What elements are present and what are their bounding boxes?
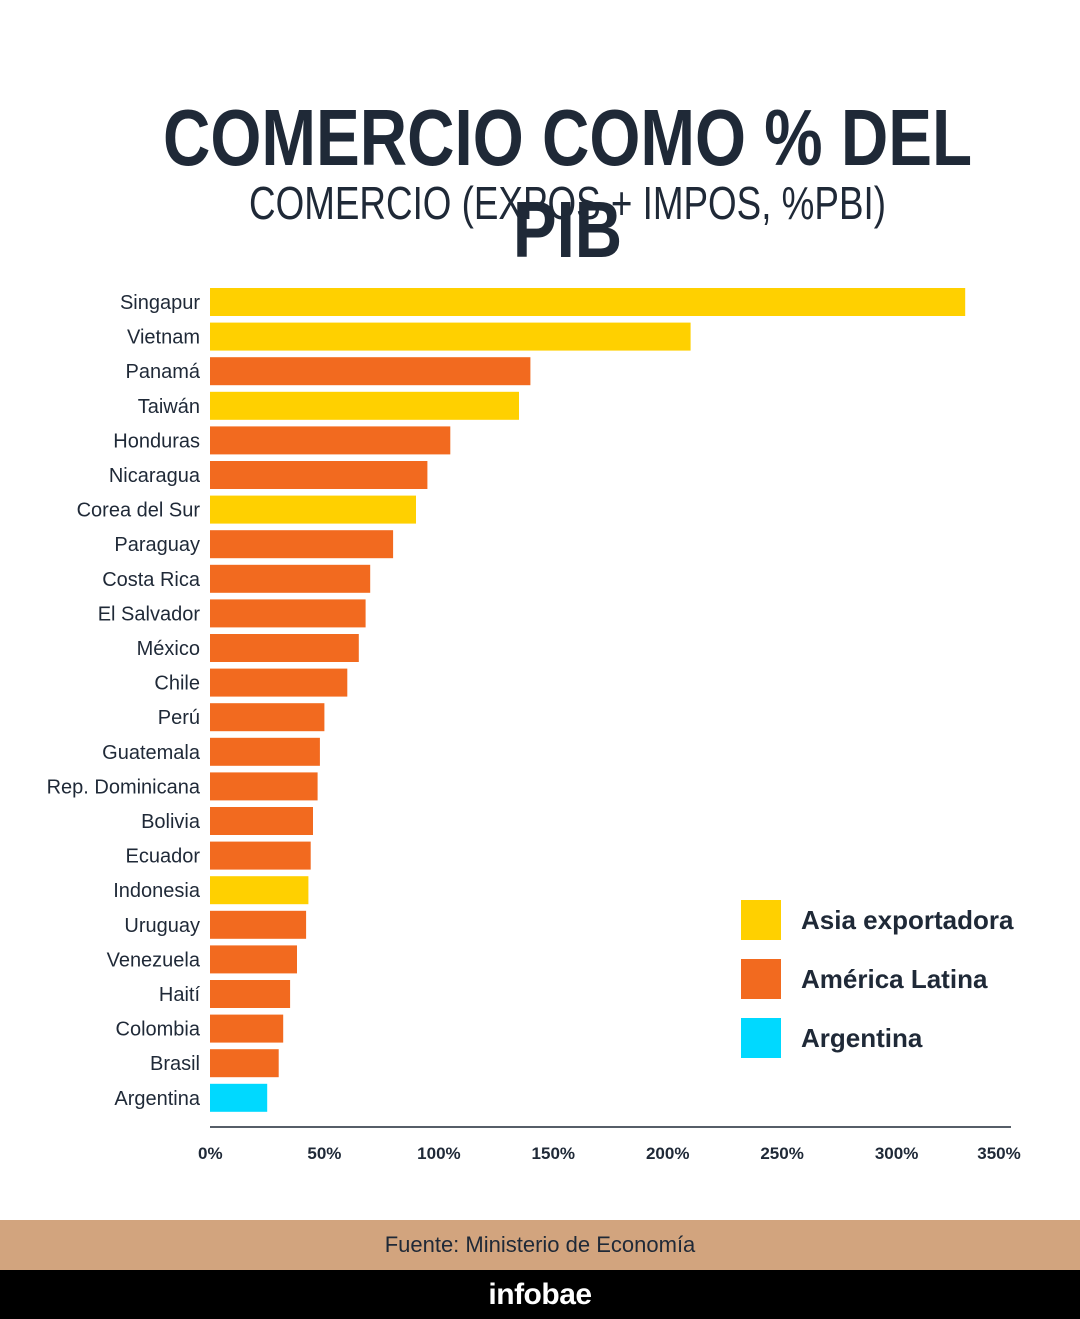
x-tick-label: 150% xyxy=(532,1144,575,1163)
category-label: Bolivia xyxy=(141,811,201,833)
category-label: Panamá xyxy=(126,361,201,383)
category-label: Paraguay xyxy=(114,534,200,556)
brand-logo: infobae xyxy=(488,1277,592,1311)
category-label: México xyxy=(137,638,200,660)
x-tick-label: 100% xyxy=(417,1144,460,1163)
chart-title: COMERCIO COMO % DEL PIB xyxy=(162,93,973,274)
x-tick-label: 250% xyxy=(760,1144,803,1163)
bar-costa-rica xyxy=(210,564,371,593)
bar-argentina xyxy=(210,1083,268,1112)
bar-m-xico xyxy=(210,634,359,662)
legend-item-asia: Asia exportadora xyxy=(741,900,1013,940)
category-label: Costa Rica xyxy=(102,569,201,591)
category-label: Rep. Dominicana xyxy=(47,776,201,798)
category-label: Colombia xyxy=(116,1019,201,1041)
category-label: Ecuador xyxy=(126,846,201,868)
bar-chile xyxy=(210,668,348,697)
legend-label-argentina: Argentina xyxy=(801,1022,923,1053)
category-label: Singapur xyxy=(120,292,200,314)
legend-swatch-argentina xyxy=(741,1018,781,1058)
x-tick-label: 300% xyxy=(875,1144,918,1163)
bar-el-salvador xyxy=(210,599,366,628)
bar-bolivia xyxy=(210,807,313,835)
bar-guatemala xyxy=(210,737,320,766)
category-label: Brasil xyxy=(150,1053,200,1075)
category-label: Haití xyxy=(159,984,201,1006)
bar-ecuador xyxy=(210,841,311,870)
category-label: Chile xyxy=(154,673,200,695)
category-label: Guatemala xyxy=(102,742,201,764)
bar-nicaragua xyxy=(210,461,428,489)
bar-chart: Singapur Vietnam Panamá Taiwán Honduras Nicar… xyxy=(47,288,1021,1163)
legend-item-latam: América Latina xyxy=(741,959,1013,999)
footer-bar: infobae xyxy=(0,1270,1080,1319)
x-tick-label: 0% xyxy=(198,1144,223,1163)
legend: Asia exportadora América Latina Argentin… xyxy=(741,900,1013,1077)
x-tick-label: 50% xyxy=(307,1144,341,1163)
bar-paraguay xyxy=(210,530,394,559)
category-label: Perú xyxy=(158,707,200,729)
category-label: Indonesia xyxy=(113,880,201,902)
category-label: El Salvador xyxy=(98,603,201,625)
x-tick-label: 350% xyxy=(977,1144,1020,1163)
bar-rep-dominicana xyxy=(210,772,318,801)
bar-taiw-n xyxy=(210,391,519,420)
category-label: Corea del Sur xyxy=(77,500,201,522)
bar-colombia xyxy=(210,1014,284,1043)
legend-swatch-latam xyxy=(741,959,781,999)
source-bar: Fuente: Ministerio de Economía xyxy=(0,1220,1080,1270)
category-label: Vietnam xyxy=(127,327,200,349)
bar-hait- xyxy=(210,980,291,1008)
category-label: Taiwán xyxy=(138,396,200,418)
legend-label-asia: Asia exportadora xyxy=(801,904,1014,935)
bar-vietnam xyxy=(210,322,691,351)
category-label: Uruguay xyxy=(124,915,200,937)
bar-panam- xyxy=(210,357,531,386)
category-label: Venezuela xyxy=(107,949,201,971)
bar-per- xyxy=(210,703,325,732)
bar-singapur xyxy=(210,288,966,316)
legend-swatch-asia xyxy=(741,900,781,940)
x-tick-label: 200% xyxy=(646,1144,689,1163)
category-label: Nicaragua xyxy=(109,465,201,487)
category-label: Argentina xyxy=(114,1088,200,1110)
legend-item-argentina: Argentina xyxy=(741,1018,1013,1058)
bar-corea-del-sur xyxy=(210,495,416,524)
category-label: Honduras xyxy=(113,430,200,452)
source-text: Fuente: Ministerio de Economía xyxy=(384,1232,696,1257)
bar-brasil xyxy=(210,1049,279,1078)
legend-label-latam: América Latina xyxy=(801,963,988,994)
bar-indonesia xyxy=(210,876,309,905)
bar-honduras xyxy=(210,426,451,455)
chart-subtitle: COMERCIO (EXPOS + IMPOS, %PBI) xyxy=(249,177,886,229)
bar-venezuela xyxy=(210,945,297,974)
bar-uruguay xyxy=(210,910,307,939)
